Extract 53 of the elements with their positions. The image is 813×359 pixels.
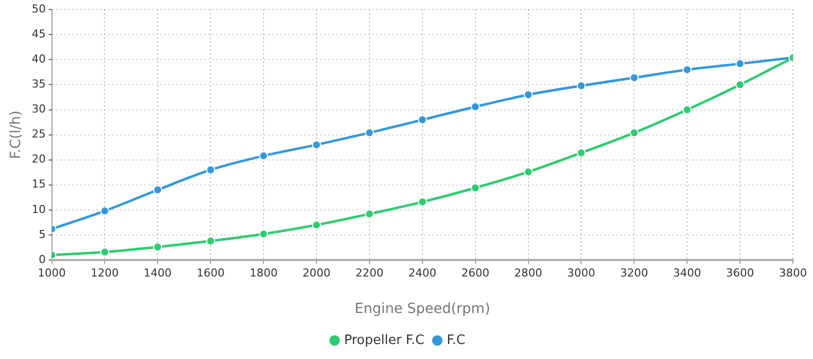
x-tick-label: 3600 (726, 266, 754, 280)
y-tick-label: 10 (32, 202, 46, 216)
x-tick-label: 2000 (302, 266, 331, 280)
point (153, 242, 162, 252)
y-axis-title: F.C(l/h) (8, 110, 24, 160)
x-tick-label: 2600 (461, 266, 490, 280)
x-tick-label: 1200 (90, 266, 119, 280)
point (576, 81, 586, 90)
point (259, 151, 268, 160)
y-tick-label: 50 (32, 2, 46, 16)
y-tick-label: 25 (32, 128, 46, 141)
point (153, 185, 162, 194)
x-tick-label: 2200 (355, 266, 384, 280)
legend-label: F.C (446, 332, 466, 348)
y-tick-label: 0 (38, 252, 46, 266)
point (630, 128, 639, 138)
point (682, 105, 692, 114)
point (736, 80, 745, 90)
point (418, 115, 427, 124)
x-tick-label: 1800 (250, 266, 278, 280)
x-tick-label: 1000 (38, 266, 66, 280)
y-tick-label: 40 (32, 52, 46, 66)
y-tick-label: 5 (38, 228, 46, 241)
x-tick-label: 3200 (620, 266, 648, 280)
legend-label: Propeller F.C (344, 332, 424, 348)
x-tick-label: 3800 (779, 266, 807, 280)
x-tick-label: 1400 (144, 266, 172, 280)
x-tick-label: 2800 (514, 266, 542, 280)
x-tick-label: 1600 (196, 266, 225, 280)
x-tick-label: 3400 (673, 266, 702, 280)
y-tick-label: 30 (32, 102, 46, 116)
point (206, 165, 216, 174)
point (418, 197, 427, 206)
point (470, 102, 480, 112)
x-tick-label: 2400 (408, 266, 436, 280)
point (100, 206, 110, 216)
point (312, 140, 322, 150)
point (364, 128, 374, 138)
point (524, 167, 533, 176)
point (682, 65, 692, 74)
point (524, 90, 533, 100)
point (364, 209, 374, 218)
point (259, 229, 268, 238)
y-tick-label: 15 (32, 178, 46, 191)
point (630, 73, 639, 82)
point (736, 59, 745, 68)
point (470, 183, 480, 192)
y-tick-label: 45 (32, 28, 46, 40)
x-tick-label: 3000 (567, 266, 596, 280)
x-axis-title: Engine Speed(rpm) (354, 301, 490, 318)
y-tick-label: 35 (32, 78, 46, 91)
y-tick-label: 20 (32, 152, 46, 166)
point (576, 148, 586, 158)
